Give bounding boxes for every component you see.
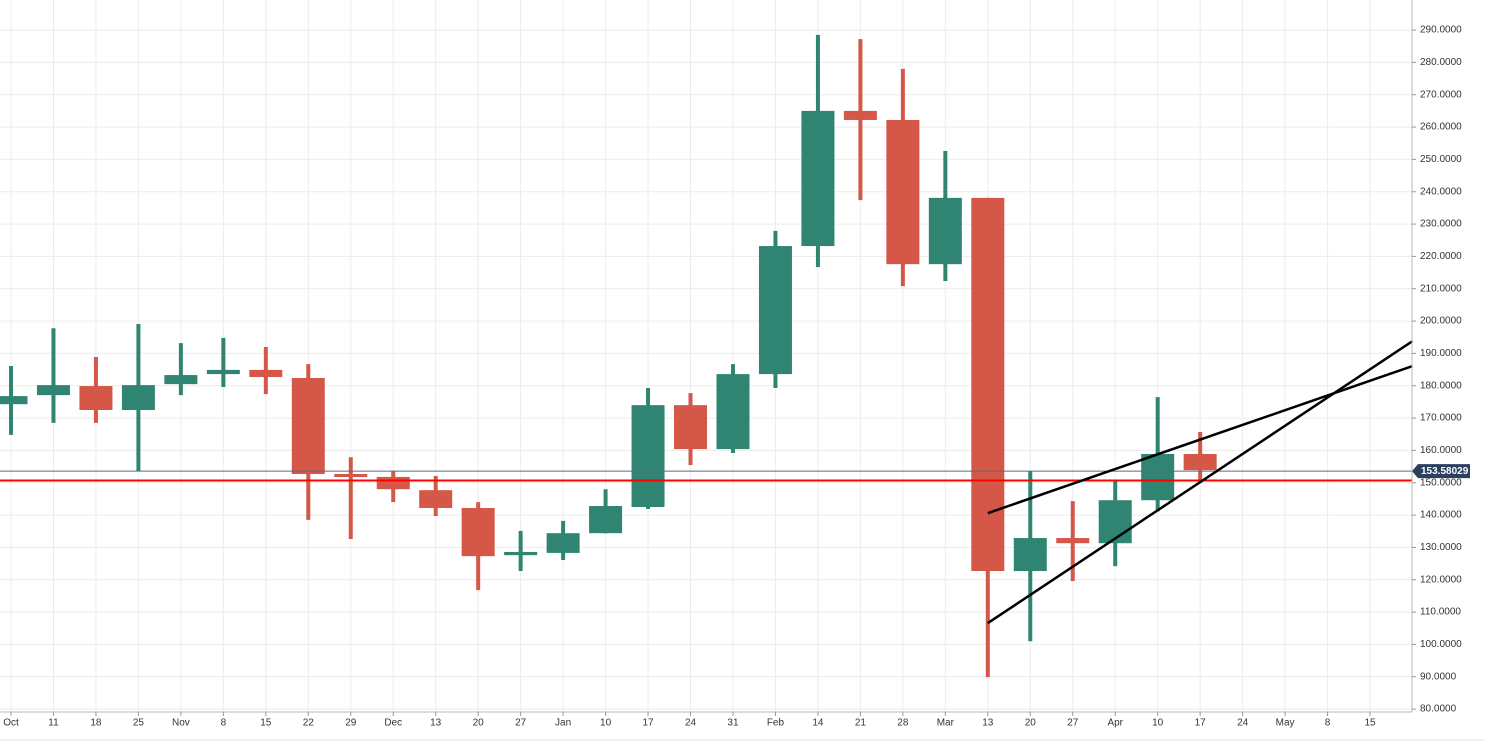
overlays: 153.58029 [0, 340, 1470, 625]
body [121, 385, 155, 410]
y-tick-label: 270.0000 [1420, 89, 1462, 100]
body [0, 396, 28, 405]
body [419, 490, 453, 508]
body [334, 474, 368, 478]
x-tick-label: 11 [48, 718, 59, 729]
y-tick-label: 140.0000 [1420, 510, 1462, 521]
candles [0, 34, 1217, 678]
x-tick-label: Apr [1107, 718, 1123, 729]
trendline [987, 340, 1414, 625]
x-tick-label: 21 [855, 718, 867, 729]
body [758, 246, 792, 375]
x-tick-label: 18 [90, 718, 102, 729]
x-tick-label: 17 [1195, 718, 1207, 729]
body [79, 386, 113, 410]
y-tick-label: 150.0000 [1420, 477, 1462, 488]
x-tick-label: 8 [1325, 718, 1331, 729]
x-tick-label: 10 [1152, 718, 1164, 729]
body [674, 405, 708, 450]
y-tick-label: 240.0000 [1420, 186, 1462, 197]
last-price-label: 153.58029 [1421, 466, 1469, 477]
y-tick-label: 180.0000 [1420, 380, 1462, 391]
x-tick-label: Jan [555, 718, 571, 729]
x-tick-label: Dec [384, 718, 402, 729]
body [1056, 538, 1090, 544]
body [971, 197, 1005, 572]
body [504, 551, 538, 556]
body [376, 476, 410, 490]
y-tick-label: 90.0000 [1420, 671, 1457, 682]
body [1098, 500, 1132, 544]
y-tick-label: 170.0000 [1420, 413, 1462, 424]
x-tick-label: 28 [897, 718, 909, 729]
y-tick-label: 100.0000 [1420, 639, 1462, 650]
x-tick-label: 20 [473, 718, 485, 729]
y-tick-label: 160.0000 [1420, 445, 1462, 456]
body [249, 369, 283, 378]
x-tick-label: 31 [727, 718, 739, 729]
x-tick-label: 27 [515, 718, 527, 729]
y-tick-label: 290.0000 [1420, 25, 1462, 36]
x-tick-label: 10 [600, 718, 612, 729]
body [928, 197, 962, 265]
x-tick-label: 29 [345, 718, 357, 729]
y-tick-label: 210.0000 [1420, 283, 1462, 294]
body [716, 374, 750, 450]
body [589, 506, 623, 534]
x-tick-label: 20 [1025, 718, 1037, 729]
x-tick-label: 15 [260, 718, 272, 729]
body [546, 533, 580, 553]
trendline [987, 364, 1413, 515]
x-tick-label: 15 [1364, 718, 1376, 729]
y-tick-label: 80.0000 [1420, 704, 1457, 715]
x-tick-label: May [1276, 718, 1295, 729]
x-tick-label: Mar [937, 718, 955, 729]
x-tick-label: 24 [685, 718, 697, 729]
y-tick-label: 120.0000 [1420, 574, 1462, 585]
x-tick-label: 27 [1067, 718, 1079, 729]
body [164, 375, 198, 385]
body [291, 377, 325, 475]
body [631, 405, 665, 508]
body [1183, 453, 1217, 471]
body [36, 385, 70, 396]
body [1013, 538, 1047, 572]
x-tick-label: 14 [812, 718, 824, 729]
x-tick-label: 13 [430, 718, 442, 729]
x-tick-label: 17 [642, 718, 654, 729]
x-tick-label: 24 [1237, 718, 1249, 729]
body [461, 507, 495, 557]
y-tick-label: 280.0000 [1420, 57, 1462, 68]
x-tick-label: 25 [133, 718, 145, 729]
y-tick-label: 230.0000 [1420, 219, 1462, 230]
y-tick-label: 200.0000 [1420, 316, 1462, 327]
y-tick-label: 130.0000 [1420, 542, 1462, 553]
x-tick-label: 8 [221, 718, 227, 729]
y-tick-label: 260.0000 [1420, 122, 1462, 133]
body [1141, 453, 1175, 501]
body [843, 110, 877, 120]
y-tick-label: 110.0000 [1420, 607, 1461, 618]
x-tick-label: Oct [3, 718, 19, 729]
body [886, 119, 920, 265]
x-tick-label: Feb [767, 718, 785, 729]
x-tick-label: Nov [172, 718, 190, 729]
y-tick-label: 220.0000 [1420, 251, 1462, 262]
y-tick-label: 250.0000 [1420, 154, 1462, 165]
y-tick-label: 190.0000 [1420, 348, 1462, 359]
body [206, 369, 240, 375]
last-price-tag [1412, 464, 1470, 479]
x-tick-label: 22 [303, 718, 315, 729]
body [801, 110, 835, 247]
x-tick-label: 13 [982, 718, 994, 729]
